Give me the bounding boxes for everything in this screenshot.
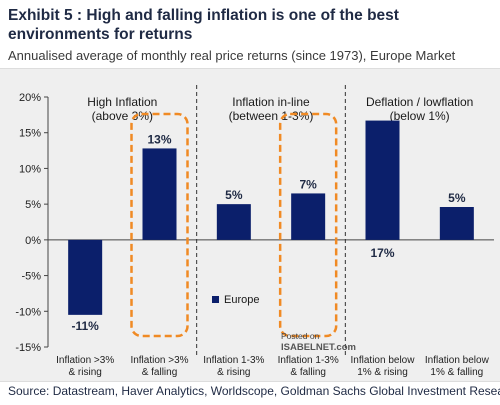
data-label: 5%: [225, 188, 243, 202]
group-label: (above 3%): [92, 109, 153, 123]
bar: [68, 239, 103, 315]
watermark-line-1: Posted on: [281, 331, 320, 341]
chart-subtitle: Annualised average of monthly real price…: [8, 48, 456, 63]
x-tick-label: & falling: [290, 367, 326, 378]
x-tick-label: Inflation below: [351, 355, 416, 366]
x-tick-label: Inflation below: [425, 355, 490, 366]
bar: [365, 120, 400, 240]
x-tick-label: Inflation 1-3%: [203, 355, 264, 366]
y-tick-label: 20%: [19, 92, 41, 104]
x-tick-label: 1% & rising: [357, 367, 408, 378]
x-tick-label: Inflation >3%: [130, 355, 188, 366]
bar: [439, 207, 474, 240]
group-label: (between 1-3%): [229, 109, 314, 123]
data-label: 5%: [448, 191, 466, 205]
x-tick-label: 1% & falling: [430, 367, 483, 378]
x-tick-label: & falling: [142, 367, 178, 378]
data-label: 17%: [370, 246, 394, 260]
bar-chart: 20% 15% 10% 5% 0% -5% -10% -15% High Inflation(a…: [15, 85, 494, 378]
chart-title: Exhibit 5 : High and falling inflation i…: [8, 7, 399, 43]
x-tick-label: Inflation 1-3%: [278, 355, 339, 366]
chart-frame: 20% 15% 10% 5% 0% -5% -10% -15% High Inflation (a…: [0, 68, 500, 382]
y-tick-label: -5%: [21, 271, 41, 283]
group-label: High Inflation: [87, 95, 157, 109]
y-tick-label: 0%: [25, 235, 41, 247]
y-tick-label: 10%: [19, 163, 41, 175]
x-tick-label: & rising: [68, 367, 101, 378]
y-tick-label: -10%: [15, 306, 41, 318]
data-label: -11%: [71, 319, 99, 333]
legend-swatch: [212, 296, 219, 303]
watermark-line-2: ISABELNET.com: [281, 342, 356, 353]
y-tick-label: 15%: [19, 128, 41, 140]
bar: [216, 204, 251, 240]
bar: [142, 148, 177, 240]
highlight-box: [130, 112, 189, 338]
group-label: Inflation in-line: [232, 95, 310, 109]
highlight-box: [278, 112, 338, 338]
y-tick-label: -15%: [15, 342, 41, 354]
x-tick-label: Inflation >3%: [56, 355, 114, 366]
bar: [291, 193, 326, 240]
y-tick-label: 5%: [25, 199, 41, 211]
legend-label: Europe: [224, 294, 259, 306]
data-label: 7%: [299, 177, 317, 191]
x-tick-label: & rising: [217, 367, 250, 378]
group-label: (below 1%): [390, 109, 450, 123]
group-label: Deflation / lowflation: [366, 95, 473, 109]
source-note: Source: Datastream, Haver Analytics, Wor…: [8, 384, 500, 398]
data-label: 13%: [147, 132, 171, 146]
